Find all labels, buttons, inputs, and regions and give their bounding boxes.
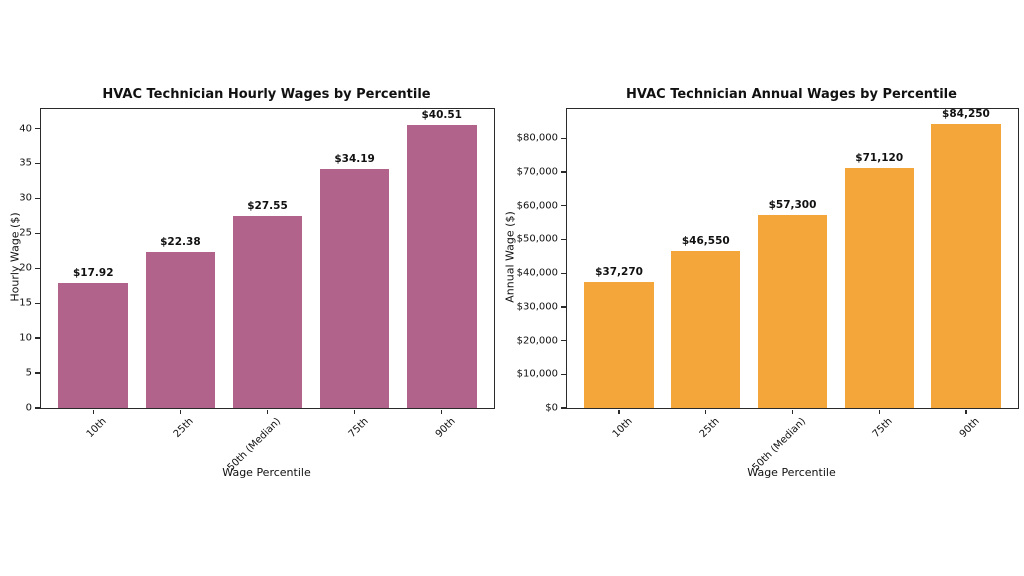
x-axis-label: Wage Percentile <box>222 466 311 479</box>
bar-value-label: $84,250 <box>942 108 990 121</box>
y-tick-label: $80,000 <box>516 132 558 144</box>
bar <box>145 251 216 408</box>
bar <box>232 215 303 408</box>
y-tick-mark <box>35 337 40 339</box>
bar-value-label: $37,270 <box>595 266 643 279</box>
y-tick-mark <box>561 407 566 409</box>
plot-area: $0 $10,000 $20,000 $30,000 $40,000 $50,000 $60… <box>517 108 1019 474</box>
chart-title: HVAC Technician Hourly Wages by Percenti… <box>102 87 431 102</box>
bar-value-label: $34.19 <box>334 153 375 166</box>
y-tick-mark <box>35 407 40 409</box>
y-tick-label: 25 <box>19 227 32 239</box>
y-tick-label: 30 <box>19 192 32 204</box>
x-tick-label: 75th <box>346 416 371 441</box>
y-tick-label: 10 <box>19 332 32 344</box>
y-tick-mark <box>561 272 566 274</box>
bar <box>844 168 914 408</box>
chart-title: HVAC Technician Annual Wages by Percenti… <box>626 87 957 102</box>
y-tick-label: 35 <box>19 157 32 169</box>
y-tick-mark <box>561 137 566 139</box>
y-tick-label: 40 <box>19 123 32 135</box>
y-tick-mark <box>561 373 566 375</box>
bar <box>584 282 654 408</box>
y-axis-label: Hourly Wage ($) <box>8 212 22 302</box>
bar-value-label: $17.92 <box>73 266 114 279</box>
y-tick-mark <box>561 205 566 207</box>
bar <box>757 214 828 408</box>
y-tick-mark <box>561 171 566 173</box>
x-tick-label: 25th <box>697 416 722 441</box>
y-tick-label: $10,000 <box>516 368 558 380</box>
x-tick-mark <box>266 409 269 414</box>
y-tick-mark <box>35 232 40 234</box>
x-tick-mark <box>965 409 967 414</box>
y-tick-mark <box>35 127 40 130</box>
y-tick-mark <box>35 302 40 304</box>
bar <box>319 169 390 408</box>
y-tick-mark <box>35 197 40 200</box>
bar-value-label: $71,120 <box>855 152 904 165</box>
x-tick-label: 90th <box>433 416 458 441</box>
x-tick-mark <box>618 409 620 414</box>
bar-value-label: $27.55 <box>247 199 288 212</box>
plot-area: 0 5 10 15 20 25 30 35 40 $17.92 10th $22.38 25th $27.… <box>19 108 495 474</box>
bar <box>931 124 1001 408</box>
x-tick-label: 25th <box>172 416 197 441</box>
y-tick-mark <box>35 162 40 165</box>
x-tick-mark <box>92 409 94 414</box>
x-tick-mark <box>705 409 707 414</box>
x-tick-label: 50th (Median) <box>225 416 284 474</box>
y-tick-label: $20,000 <box>516 335 558 347</box>
y-tick-mark <box>35 267 40 269</box>
x-tick-mark <box>179 409 182 414</box>
x-tick-mark <box>791 409 794 414</box>
x-tick-label: 10th <box>85 416 110 441</box>
annual-wages-chart: HVAC Technician Annual Wages by Percenti… <box>504 80 1024 500</box>
y-tick-label: 0 <box>25 402 32 414</box>
y-tick-mark <box>561 238 566 241</box>
y-tick-label: 5 <box>25 367 32 379</box>
x-tick-label: 10th <box>610 416 635 441</box>
y-tick-mark <box>561 306 566 308</box>
bar <box>671 251 741 408</box>
y-tick-label: $30,000 <box>516 301 558 313</box>
y-tick-label: 15 <box>19 297 32 309</box>
bar <box>58 282 129 408</box>
y-tick-label: $0 <box>545 402 558 414</box>
y-tick-label: $60,000 <box>516 200 558 212</box>
x-tick-mark <box>353 409 356 414</box>
bar-value-label: $22.38 <box>160 235 201 248</box>
y-tick-label: $50,000 <box>516 233 558 245</box>
x-tick-mark <box>878 409 880 414</box>
bar-value-label: $46,550 <box>681 235 730 248</box>
x-tick-label: 90th <box>957 416 982 441</box>
x-tick-label: 50th (Median) <box>750 416 809 474</box>
hourly-wages-chart: HVAC Technician Hourly Wages by Percenti… <box>0 80 512 500</box>
y-tick-label: $70,000 <box>516 166 558 178</box>
y-tick-mark <box>35 372 40 374</box>
bar-value-label: $40.51 <box>421 109 462 121</box>
bar-value-label: $57,300 <box>768 198 817 211</box>
y-axis-label: Annual Wage ($) <box>503 211 517 303</box>
bar <box>406 125 477 408</box>
y-tick-label: 20 <box>19 262 32 274</box>
x-axis-label: Wage Percentile <box>747 466 836 479</box>
y-tick-label: $40,000 <box>516 267 558 279</box>
x-tick-mark <box>441 409 443 414</box>
y-tick-mark <box>561 339 566 342</box>
x-tick-label: 75th <box>870 416 896 441</box>
